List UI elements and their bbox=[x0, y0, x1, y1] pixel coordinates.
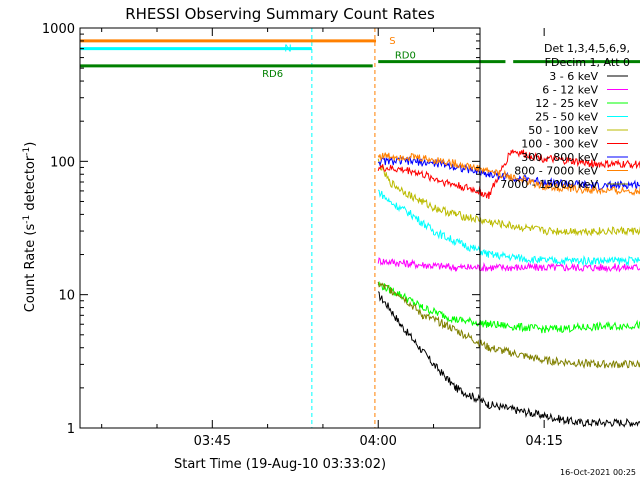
y-axis-label-sup2: -1 bbox=[22, 147, 32, 156]
footer-date: 16-Oct-2021 00:25 bbox=[560, 468, 636, 477]
series-line-2 bbox=[377, 257, 640, 273]
series-line-9 bbox=[377, 281, 640, 369]
legend-label-4: 25 - 50 keV bbox=[535, 111, 598, 124]
legend-label-6: 100 - 300 keV bbox=[521, 138, 598, 151]
x-axis-label: Start Time (19-Aug-10 03:33:02) bbox=[174, 457, 386, 472]
flag-label-n: N bbox=[284, 44, 291, 55]
y-tick-label-4: 1000 bbox=[42, 22, 75, 37]
series-line-8 bbox=[377, 152, 640, 197]
legend-label-3: 12 - 25 keV bbox=[535, 97, 598, 110]
legend-label-7: 300 - 800 keV bbox=[521, 151, 598, 164]
y-axis-label-main: Count Rate (s bbox=[23, 224, 38, 313]
legend-title-line1: Det 1,3,4,5,6,9, bbox=[544, 42, 630, 55]
series-line-1 bbox=[377, 291, 640, 428]
plot-frame bbox=[79, 27, 481, 429]
x-tick-label-1: 03:45 bbox=[194, 434, 231, 449]
chart-title: RHESSI Observing Summary Count Rates bbox=[125, 5, 435, 23]
legend-label-5: 50 - 100 keV bbox=[528, 124, 598, 137]
y-axis-label: Count Rate (s-1 detector-1) bbox=[22, 142, 38, 313]
x-tick-label-3: 04:15 bbox=[525, 434, 562, 449]
series-line-6 bbox=[377, 149, 640, 200]
y-axis-label-sup1: -1 bbox=[22, 215, 32, 224]
flag-label-rd6: RD6 bbox=[262, 69, 283, 80]
flag-bars: S N RD0 RD6 bbox=[80, 36, 640, 80]
series-line-4 bbox=[377, 189, 640, 267]
legend-label-8: 800 - 7000 keV bbox=[514, 165, 598, 178]
flag-label-rd0: RD0 bbox=[395, 51, 416, 62]
legend-label-9: 7000 - 15000 keV bbox=[500, 178, 598, 191]
y-axis-ticks: 1 10 100 1000 bbox=[42, 22, 480, 437]
y-tick-label-1: 1 bbox=[67, 422, 75, 437]
vertical-markers bbox=[311, 28, 376, 428]
series-line-3 bbox=[377, 280, 640, 334]
y-axis-label-end: ) bbox=[23, 142, 38, 147]
series-lines bbox=[377, 149, 640, 428]
y-axis-label-mid: detector bbox=[23, 155, 38, 215]
legend-label-2: 6 - 12 keV bbox=[542, 84, 598, 97]
y-tick-label-2: 10 bbox=[58, 289, 75, 304]
plot-area: S N RD0 RD6 bbox=[80, 28, 640, 428]
series-line-5 bbox=[377, 158, 640, 237]
legend-label-1: 3 - 6 keV bbox=[549, 70, 598, 83]
x-tick-label-2: 04:00 bbox=[359, 434, 396, 449]
legend-title-line2: FDecim 1, Att 0 bbox=[545, 56, 630, 69]
y-tick-label-3: 100 bbox=[50, 155, 75, 170]
flag-label-s: S bbox=[389, 36, 395, 47]
